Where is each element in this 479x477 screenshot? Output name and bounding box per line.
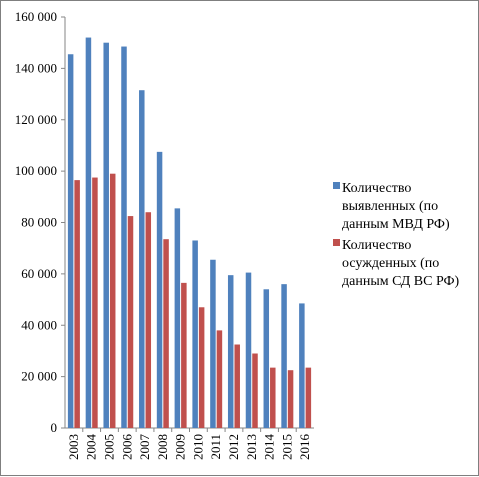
y-tick-label: 120 000 xyxy=(15,112,57,127)
x-tick-label: 2010 xyxy=(190,434,205,460)
legend-label-2: Количество xyxy=(342,238,411,253)
y-tick-label: 100 000 xyxy=(15,163,57,178)
bar-series-2-2005 xyxy=(109,173,116,428)
x-tick-label: 2009 xyxy=(173,434,188,460)
x-tick-label: 2007 xyxy=(137,434,152,461)
bar-series-2-2009 xyxy=(181,282,187,428)
bar-series-2-2014 xyxy=(270,367,276,428)
y-ticks: 0 20 000 40 000 60 000 80 000 100 000 120 000 1… xyxy=(15,9,65,435)
bar-series-1-2004 xyxy=(85,37,92,429)
x-tick-labels: 2003 2004 2005 2006 2007 2008 2009 2010 2011 2012… xyxy=(66,428,312,460)
legend-label-2: данным СД ВС РФ) xyxy=(342,274,460,289)
legend-label-1: данным МВД РФ) xyxy=(342,217,450,232)
bar-series-2-2003 xyxy=(74,180,80,428)
x-tick-label: 2016 xyxy=(297,434,312,461)
bar-series-1-2016 xyxy=(299,303,305,428)
bar-series-1-2003 xyxy=(67,54,74,428)
bar-series-2-2015 xyxy=(287,370,294,428)
bar-series-1-2010 xyxy=(192,240,198,428)
bar-series-2-2012 xyxy=(234,344,240,428)
legend-label-2: осужденных (по xyxy=(342,256,439,271)
y-tick-label: 40 000 xyxy=(21,317,57,332)
bar-series-1-2011 xyxy=(210,259,216,428)
x-tick-label: 2008 xyxy=(155,434,170,460)
x-tick-label: 2011 xyxy=(208,434,223,460)
x-tick-label: 2006 xyxy=(119,434,134,461)
bar-series-1-2005 xyxy=(103,42,109,428)
legend-swatch-1 xyxy=(333,182,340,189)
x-tick-label: 2005 xyxy=(101,434,116,460)
axes xyxy=(64,17,314,429)
bar-series-1-2008 xyxy=(156,151,163,428)
y-tick-label: 160 000 xyxy=(15,9,57,24)
bar-series-1-2015 xyxy=(281,284,287,428)
bar-series-2-2007 xyxy=(145,212,152,428)
x-tick-label: 2015 xyxy=(279,434,294,460)
x-tick-label: 2013 xyxy=(244,434,259,460)
x-tick-label: 2004 xyxy=(84,434,99,461)
bar-series-2-2004 xyxy=(92,177,98,428)
y-tick-label: 60 000 xyxy=(21,266,57,281)
bar-series-1-2013 xyxy=(245,272,252,428)
bar-series-2-2016 xyxy=(305,367,312,428)
bar-series-2-2008 xyxy=(163,239,169,428)
bar-series-2-2013 xyxy=(252,353,258,428)
x-tick-label: 2014 xyxy=(262,434,277,461)
y-tick-label: 0 xyxy=(51,420,58,435)
legend-label-1: выявленных (по xyxy=(342,199,438,214)
y-tick-label: 140 000 xyxy=(15,60,57,75)
bar-series-1-2007 xyxy=(139,90,145,428)
x-tick-label: 2012 xyxy=(226,434,241,460)
legend-swatch-2 xyxy=(333,239,340,246)
bar-series-1-2014 xyxy=(263,289,270,428)
y-tick-label: 80 000 xyxy=(21,215,57,230)
bar-series-2-2010 xyxy=(198,307,205,428)
bar-series-1-2009 xyxy=(174,208,181,428)
bar-series-2-2011 xyxy=(216,330,223,428)
bars xyxy=(67,37,312,429)
bar-series-2-2006 xyxy=(127,216,134,428)
y-tick-label: 20 000 xyxy=(21,369,57,384)
x-tick-label: 2003 xyxy=(66,434,81,460)
legend: Количество выявленных (по данным МВД РФ) Ко… xyxy=(333,181,460,289)
legend-label-1: Количество xyxy=(342,181,411,196)
bar-series-1-2006 xyxy=(121,46,127,429)
bar-series-1-2012 xyxy=(227,275,234,428)
